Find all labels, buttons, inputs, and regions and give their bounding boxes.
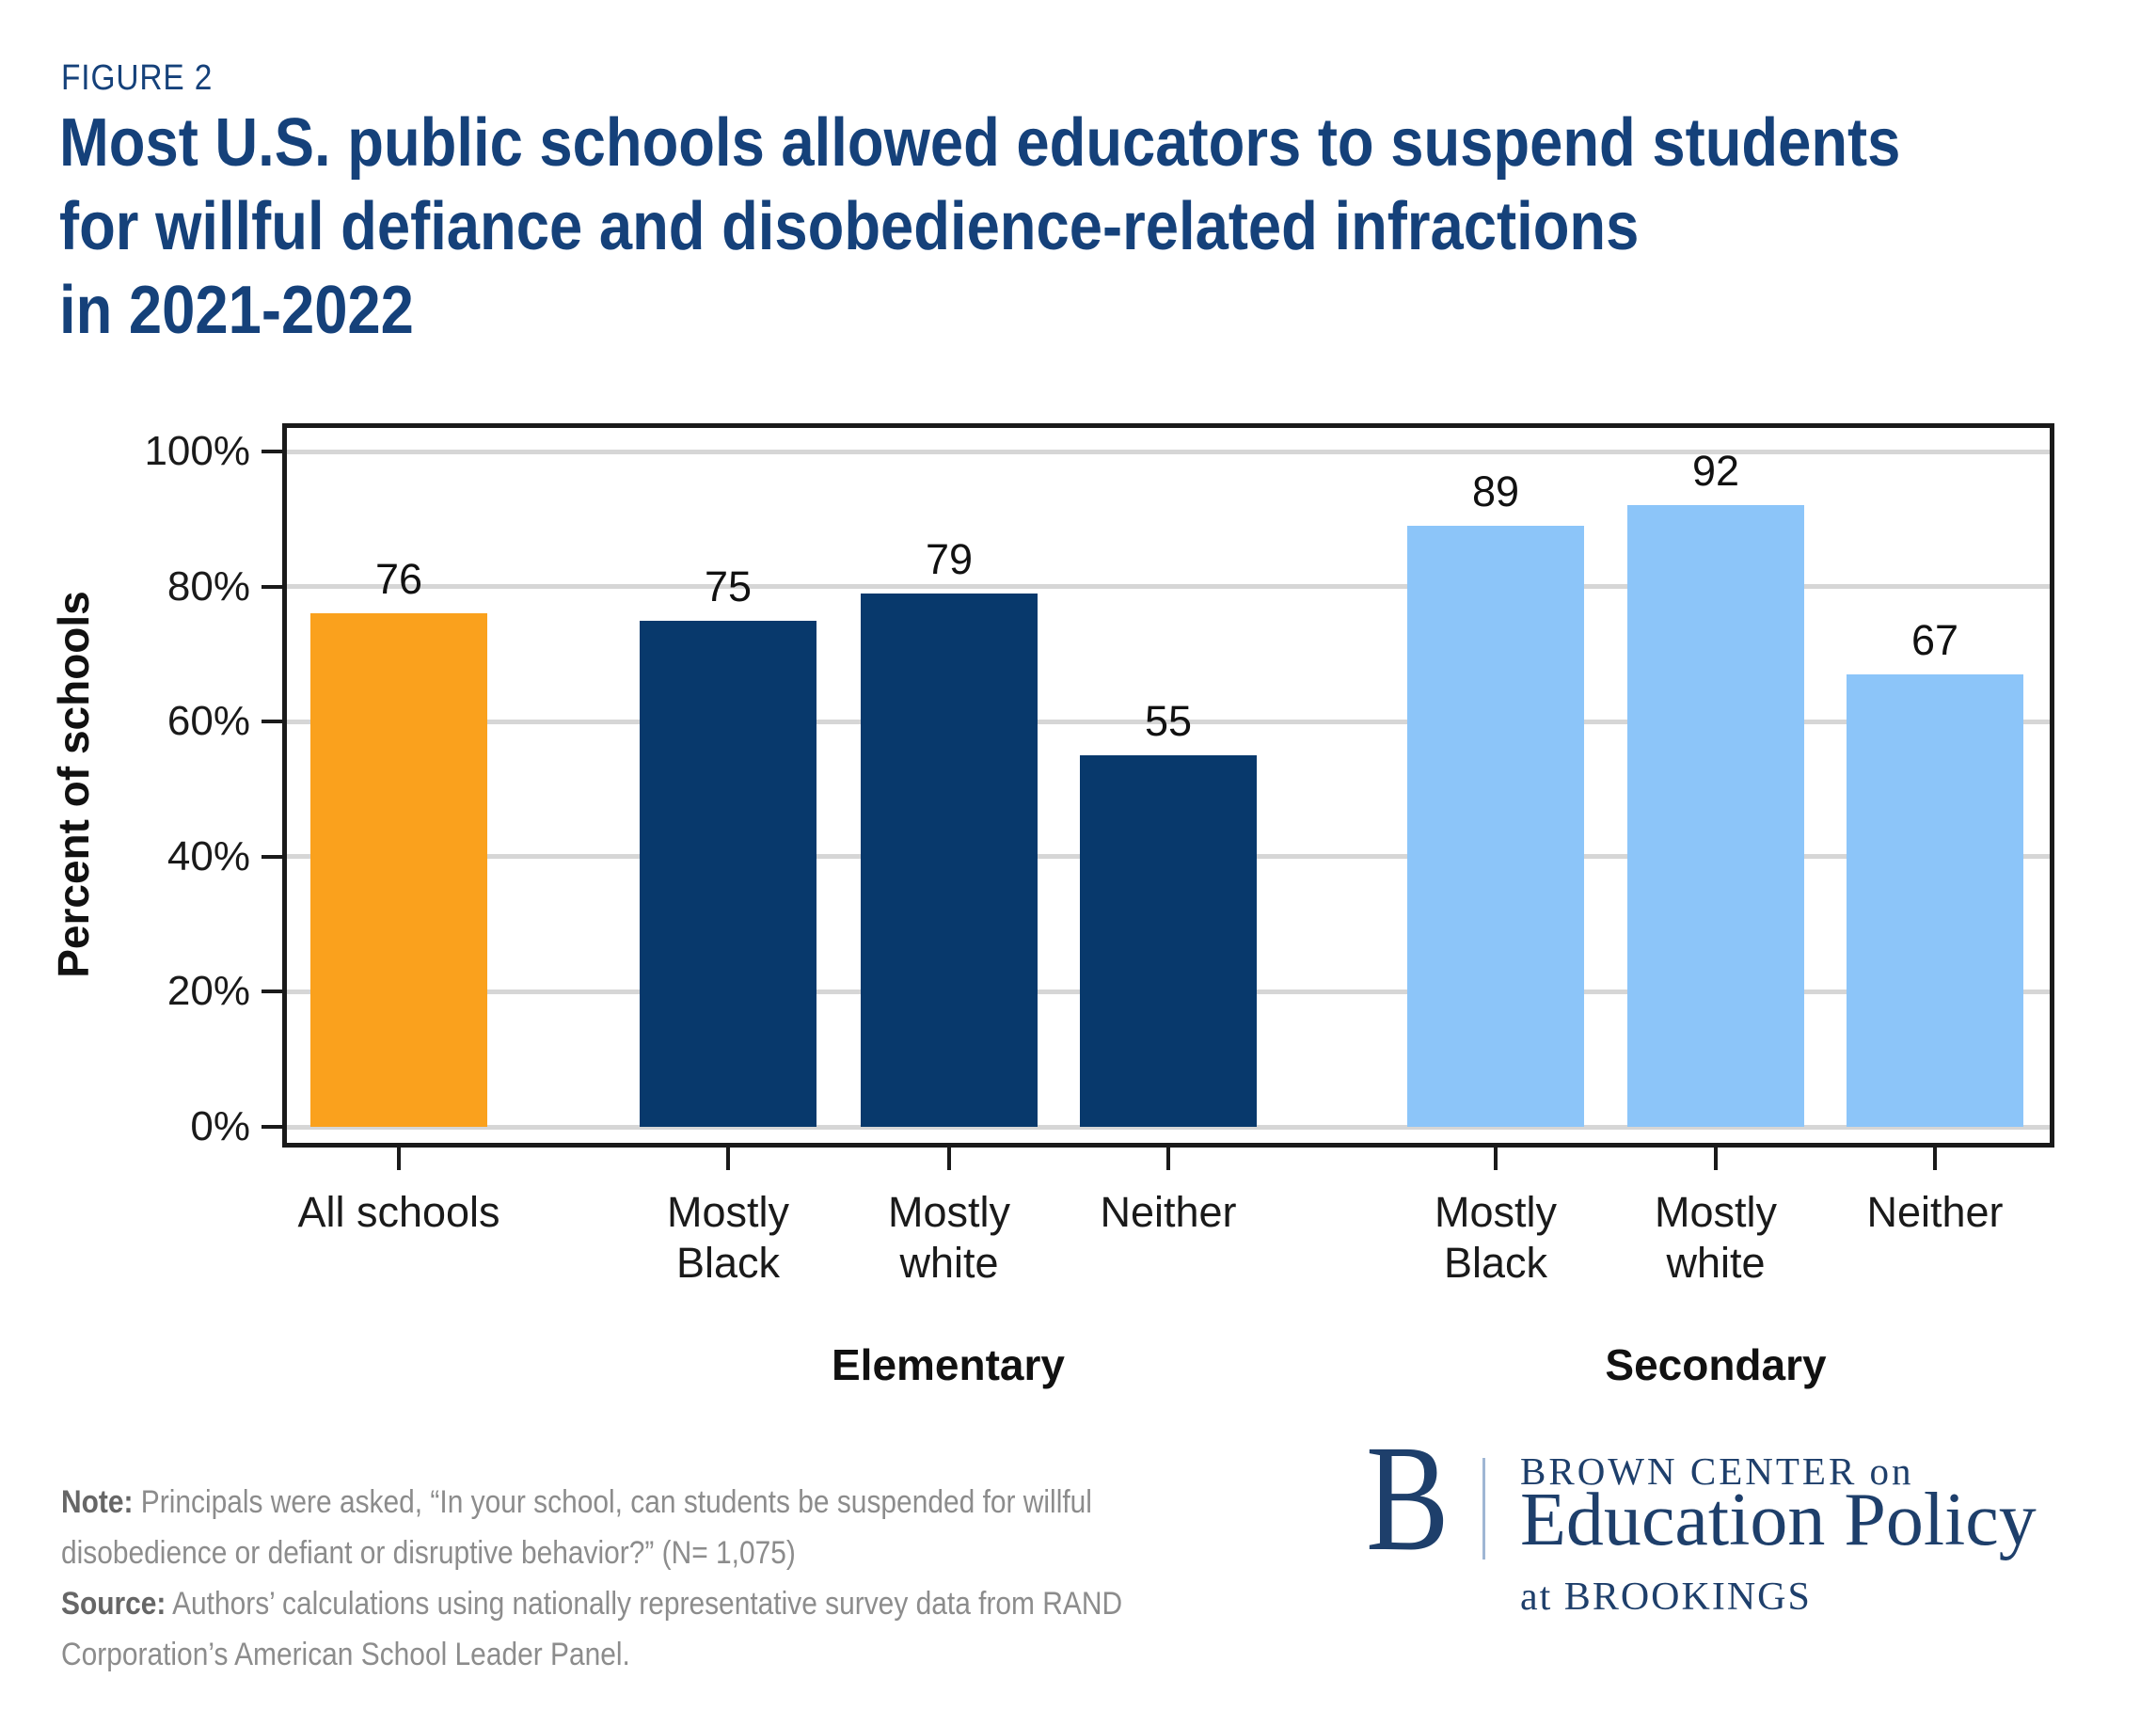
x-tick-label: Neither bbox=[1866, 1188, 2004, 1236]
y-tick-20 bbox=[262, 990, 282, 994]
x-tick bbox=[1166, 1148, 1170, 1170]
group-label-secondary: Secondary bbox=[1605, 1340, 1827, 1389]
bar-all-schools bbox=[310, 613, 487, 1127]
title-line-2: for willful defiance and disobedience-re… bbox=[59, 189, 1640, 264]
y-tick-60 bbox=[262, 720, 282, 724]
gridline-0 bbox=[287, 1124, 2050, 1130]
source-line-1: Source: Authors’ calculations using nati… bbox=[61, 1586, 1123, 1622]
bar-value-label: 89 bbox=[1471, 467, 1520, 515]
x-tick bbox=[1494, 1148, 1498, 1170]
x-tick bbox=[1933, 1148, 1937, 1170]
y-axis-title: Percent of schools bbox=[49, 591, 98, 978]
bar-secondary-mostly-black bbox=[1407, 525, 1584, 1127]
y-tick-label-60: 60% bbox=[166, 698, 250, 745]
source-label: Source: bbox=[61, 1586, 166, 1622]
bar-elementary-mostly-black bbox=[640, 620, 816, 1127]
y-tick-label-20: 20% bbox=[166, 968, 250, 1015]
brookings-logo-b: B bbox=[1366, 1415, 1450, 1583]
bar-value-label: 79 bbox=[925, 534, 974, 583]
x-tick-label: Mostly Black bbox=[1434, 1188, 1557, 1287]
logo-divider bbox=[1482, 1458, 1485, 1560]
figure-label: FIGURE 2 bbox=[61, 58, 214, 98]
title-line-3: in 2021-2022 bbox=[59, 273, 414, 348]
x-tick bbox=[947, 1148, 951, 1170]
logo-at-brookings: at BROOKINGS bbox=[1520, 1575, 1812, 1619]
x-tick-label: Neither bbox=[1100, 1188, 1237, 1236]
x-tick-label: Mostly Black bbox=[666, 1188, 789, 1287]
gridline-100 bbox=[287, 449, 2050, 454]
note-line-2: disobedience or defiant or disruptive be… bbox=[61, 1535, 796, 1571]
x-tick-label: Mostly white bbox=[887, 1188, 1010, 1287]
bar-secondary-neither bbox=[1847, 673, 2023, 1127]
y-tick-label-0: 0% bbox=[190, 1103, 250, 1149]
bar-value-label: 67 bbox=[1910, 615, 1959, 664]
gridline-80 bbox=[287, 584, 2050, 590]
y-tick-label-40: 40% bbox=[166, 832, 250, 879]
logo-education-policy: Education Policy bbox=[1520, 1479, 2037, 1561]
title-line-1: Most U.S. public schools allowed educato… bbox=[59, 105, 1901, 181]
group-label-elementary: Elementary bbox=[831, 1340, 1065, 1389]
y-tick-80 bbox=[262, 584, 282, 589]
x-tick bbox=[726, 1148, 730, 1170]
bar-value-label: 55 bbox=[1144, 697, 1193, 746]
y-tick-label-100: 100% bbox=[144, 428, 250, 474]
footnote: Note: Principals were asked, “In your sc… bbox=[61, 1477, 1267, 1680]
bar-elementary-mostly-white bbox=[861, 593, 1038, 1127]
y-tick-0 bbox=[262, 1125, 282, 1129]
note-label: Note: bbox=[61, 1484, 134, 1520]
source-line-2: Corporation’s American School Leader Pan… bbox=[61, 1637, 630, 1672]
x-tick-label: Mostly white bbox=[1654, 1188, 1777, 1287]
x-tick bbox=[397, 1148, 401, 1170]
bar-elementary-neither bbox=[1080, 755, 1257, 1127]
logo-brown-center-line: BROWN CENTER on bbox=[1520, 1449, 1914, 1493]
x-tick-label: All schools bbox=[297, 1188, 500, 1236]
page-title: Most U.S. public schools allowed educato… bbox=[59, 102, 2151, 353]
y-tick-100 bbox=[262, 450, 282, 453]
x-tick bbox=[1714, 1148, 1718, 1170]
y-tick-label-80: 80% bbox=[166, 562, 250, 610]
bar-value-label: 92 bbox=[1691, 447, 1740, 496]
plot-area: 76 75 79 55 89 92 67 bbox=[282, 423, 2054, 1148]
gridline-60 bbox=[287, 719, 2050, 724]
note-line-1: Note: Principals were asked, “In your sc… bbox=[61, 1484, 1092, 1520]
bar-secondary-mostly-white bbox=[1627, 505, 1804, 1127]
bar-value-label: 76 bbox=[374, 555, 423, 604]
y-tick-40 bbox=[262, 854, 282, 859]
bar-value-label: 75 bbox=[704, 562, 753, 610]
